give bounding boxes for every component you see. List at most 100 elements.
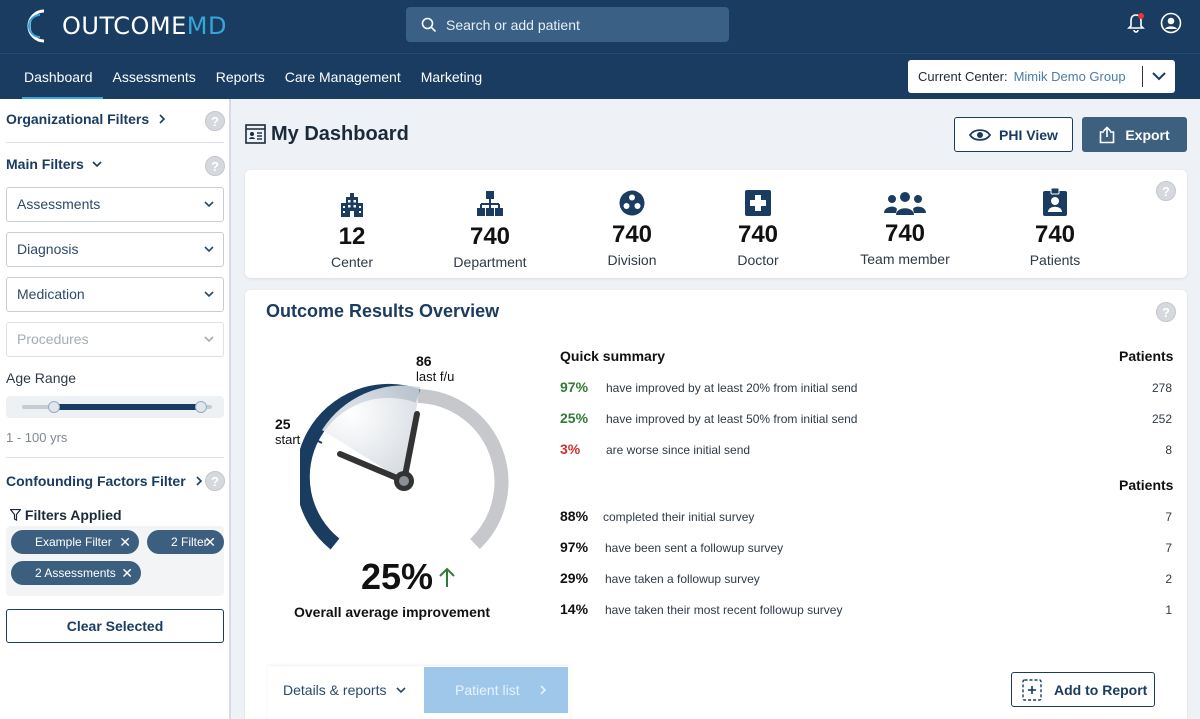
stat-value: 740 <box>884 220 926 247</box>
bell-icon[interactable] <box>1126 12 1146 34</box>
help-icon[interactable]: ? <box>205 111 225 131</box>
chevron-down-icon <box>92 161 102 168</box>
summary-text: are worse since initial send <box>606 443 751 457</box>
chevron-right-icon <box>159 114 166 124</box>
stat-label: Center <box>330 254 374 270</box>
chevron-down-icon <box>396 687 406 694</box>
stat-label: Patients <box>1029 252 1081 268</box>
organizational-filters-toggle[interactable]: Organizational Filters <box>6 111 169 127</box>
patients-column-header: Patients <box>1119 348 1174 364</box>
stat-label: Doctor <box>737 252 779 268</box>
stat-value: 12 <box>338 223 366 250</box>
summary-count: 8 <box>1165 443 1172 457</box>
tab-details-reports[interactable]: Details & reports <box>283 682 406 698</box>
survey-percent: 14% <box>560 601 589 617</box>
top-icons <box>1126 12 1182 34</box>
nav-marketing[interactable]: Marketing <box>420 69 483 85</box>
stat-value: 740 <box>469 223 511 250</box>
org-chart-icon <box>477 191 503 216</box>
summary-text: have improved by at least 50% from initi… <box>606 412 858 426</box>
app-logo[interactable]: OUTCOMEMD <box>20 7 227 45</box>
help-icon[interactable]: ? <box>1156 181 1176 201</box>
user-account-icon[interactable] <box>1160 12 1182 34</box>
stat-value: 740 <box>1034 221 1076 248</box>
remove-filter-icon[interactable]: ✕ <box>121 565 133 581</box>
gauge-hub-inner <box>399 476 409 486</box>
arrow-up-icon <box>439 567 455 587</box>
chevron-down-icon[interactable] <box>1150 67 1168 85</box>
summary-count: 252 <box>1151 412 1172 426</box>
help-icon[interactable]: ? <box>205 471 225 491</box>
assessments-dropdown[interactable]: Assessments <box>6 187 224 222</box>
survey-percent: 88% <box>560 508 589 524</box>
nav-assessments[interactable]: Assessments <box>112 69 196 85</box>
tab-patient-list[interactable]: Patient list <box>424 667 568 713</box>
gauge-start-label: 25 start <box>275 416 301 448</box>
filter-chip[interactable]: 2 Assessments ✕ <box>11 561 141 585</box>
patients-column-header: Patients <box>1119 477 1174 493</box>
survey-row: 97% have been sent a followup survey 7 <box>560 539 1172 559</box>
remove-filter-icon[interactable]: ✕ <box>119 534 131 550</box>
summary-count: 278 <box>1151 381 1172 395</box>
stat-value: 740 <box>611 221 653 248</box>
survey-percent: 97% <box>560 539 589 555</box>
search-icon <box>421 17 437 32</box>
survey-count: 7 <box>1165 541 1172 555</box>
medication-dropdown[interactable]: Medication <box>6 277 224 312</box>
search-input[interactable]: Search or add patient <box>406 7 729 42</box>
export-share-icon <box>1100 125 1115 143</box>
nav-reports[interactable]: Reports <box>215 69 265 85</box>
filter-chip[interactable]: 2 Filter ✕ <box>147 530 224 554</box>
stat-department: 740 Department <box>420 188 560 270</box>
export-button[interactable]: Export <box>1082 117 1187 152</box>
stats-card: ? 12 Center 740 Department <box>245 170 1187 278</box>
main-filters-toggle[interactable]: Main Filters <box>6 156 104 172</box>
stat-team-member: 740 Team member <box>835 185 975 267</box>
outcome-results-card: ? <box>245 290 1187 719</box>
filters-applied-heading: Filters Applied <box>9 507 122 523</box>
select-separator <box>1142 66 1143 87</box>
chevron-down-icon <box>204 336 214 343</box>
diagnosis-dropdown[interactable]: Diagnosis <box>6 232 224 267</box>
summary-row: 25% have improved by at least 50% from i… <box>560 410 1172 430</box>
search-placeholder: Search or add patient <box>446 16 580 33</box>
nav-dashboard[interactable]: Dashboard <box>14 54 103 100</box>
slider-max-handle[interactable] <box>195 401 207 413</box>
nav-care-management[interactable]: Care Management <box>284 69 401 85</box>
logo-text: OUTCOMEMD <box>62 12 227 40</box>
stat-doctor: 740 Doctor <box>688 186 828 268</box>
confounding-factors-toggle[interactable]: Confounding Factors Filter <box>6 473 206 489</box>
age-range-slider[interactable] <box>6 396 224 418</box>
summary-percent: 25% <box>560 410 589 426</box>
current-center-select[interactable]: Current Center: Mimik Demo Group <box>908 60 1175 93</box>
current-center-label: Current Center: <box>918 69 1008 84</box>
stat-value: 740 <box>737 221 779 248</box>
overall-improvement-value: 25% <box>361 556 434 597</box>
phi-view-button[interactable]: PHI View <box>954 117 1073 152</box>
filters-sidebar: Organizational Filters ? Main Filters ? … <box>0 99 231 719</box>
clear-selected-button[interactable]: Clear Selected <box>6 609 224 643</box>
survey-count: 2 <box>1165 572 1172 586</box>
stat-label: Team member <box>860 251 950 267</box>
outcome-results-title: Outcome Results Overview <box>266 301 500 321</box>
chevron-down-icon <box>204 291 214 298</box>
remove-filter-icon[interactable]: ✕ <box>204 534 216 550</box>
slider-min-handle[interactable] <box>48 401 60 413</box>
team-users-icon <box>884 192 926 215</box>
help-icon[interactable]: ? <box>205 156 225 176</box>
logo-mark-icon <box>27 9 45 43</box>
building-icon <box>341 193 363 217</box>
add-to-report-button[interactable]: Add to Report <box>1011 672 1155 707</box>
division-dots-icon <box>619 190 645 216</box>
chevron-down-icon <box>204 246 214 253</box>
main-nav: Dashboard Assessments Reports Care Manag… <box>0 53 1200 100</box>
survey-text: have been sent a followup survey <box>605 541 784 555</box>
survey-row: 88% completed their initial survey 7 <box>560 508 1172 528</box>
improvement-gauge <box>300 383 509 550</box>
gauge-last-needle <box>401 411 420 484</box>
filter-chip[interactable]: Example Filter ✕ <box>11 530 139 554</box>
help-icon[interactable]: ? <box>1156 302 1176 322</box>
summary-row: 97% have improved by at least 20% from i… <box>560 379 1172 399</box>
gauge-last-followup-label: 86 last f/u <box>416 353 455 385</box>
stat-division: 740 Division <box>562 186 702 268</box>
